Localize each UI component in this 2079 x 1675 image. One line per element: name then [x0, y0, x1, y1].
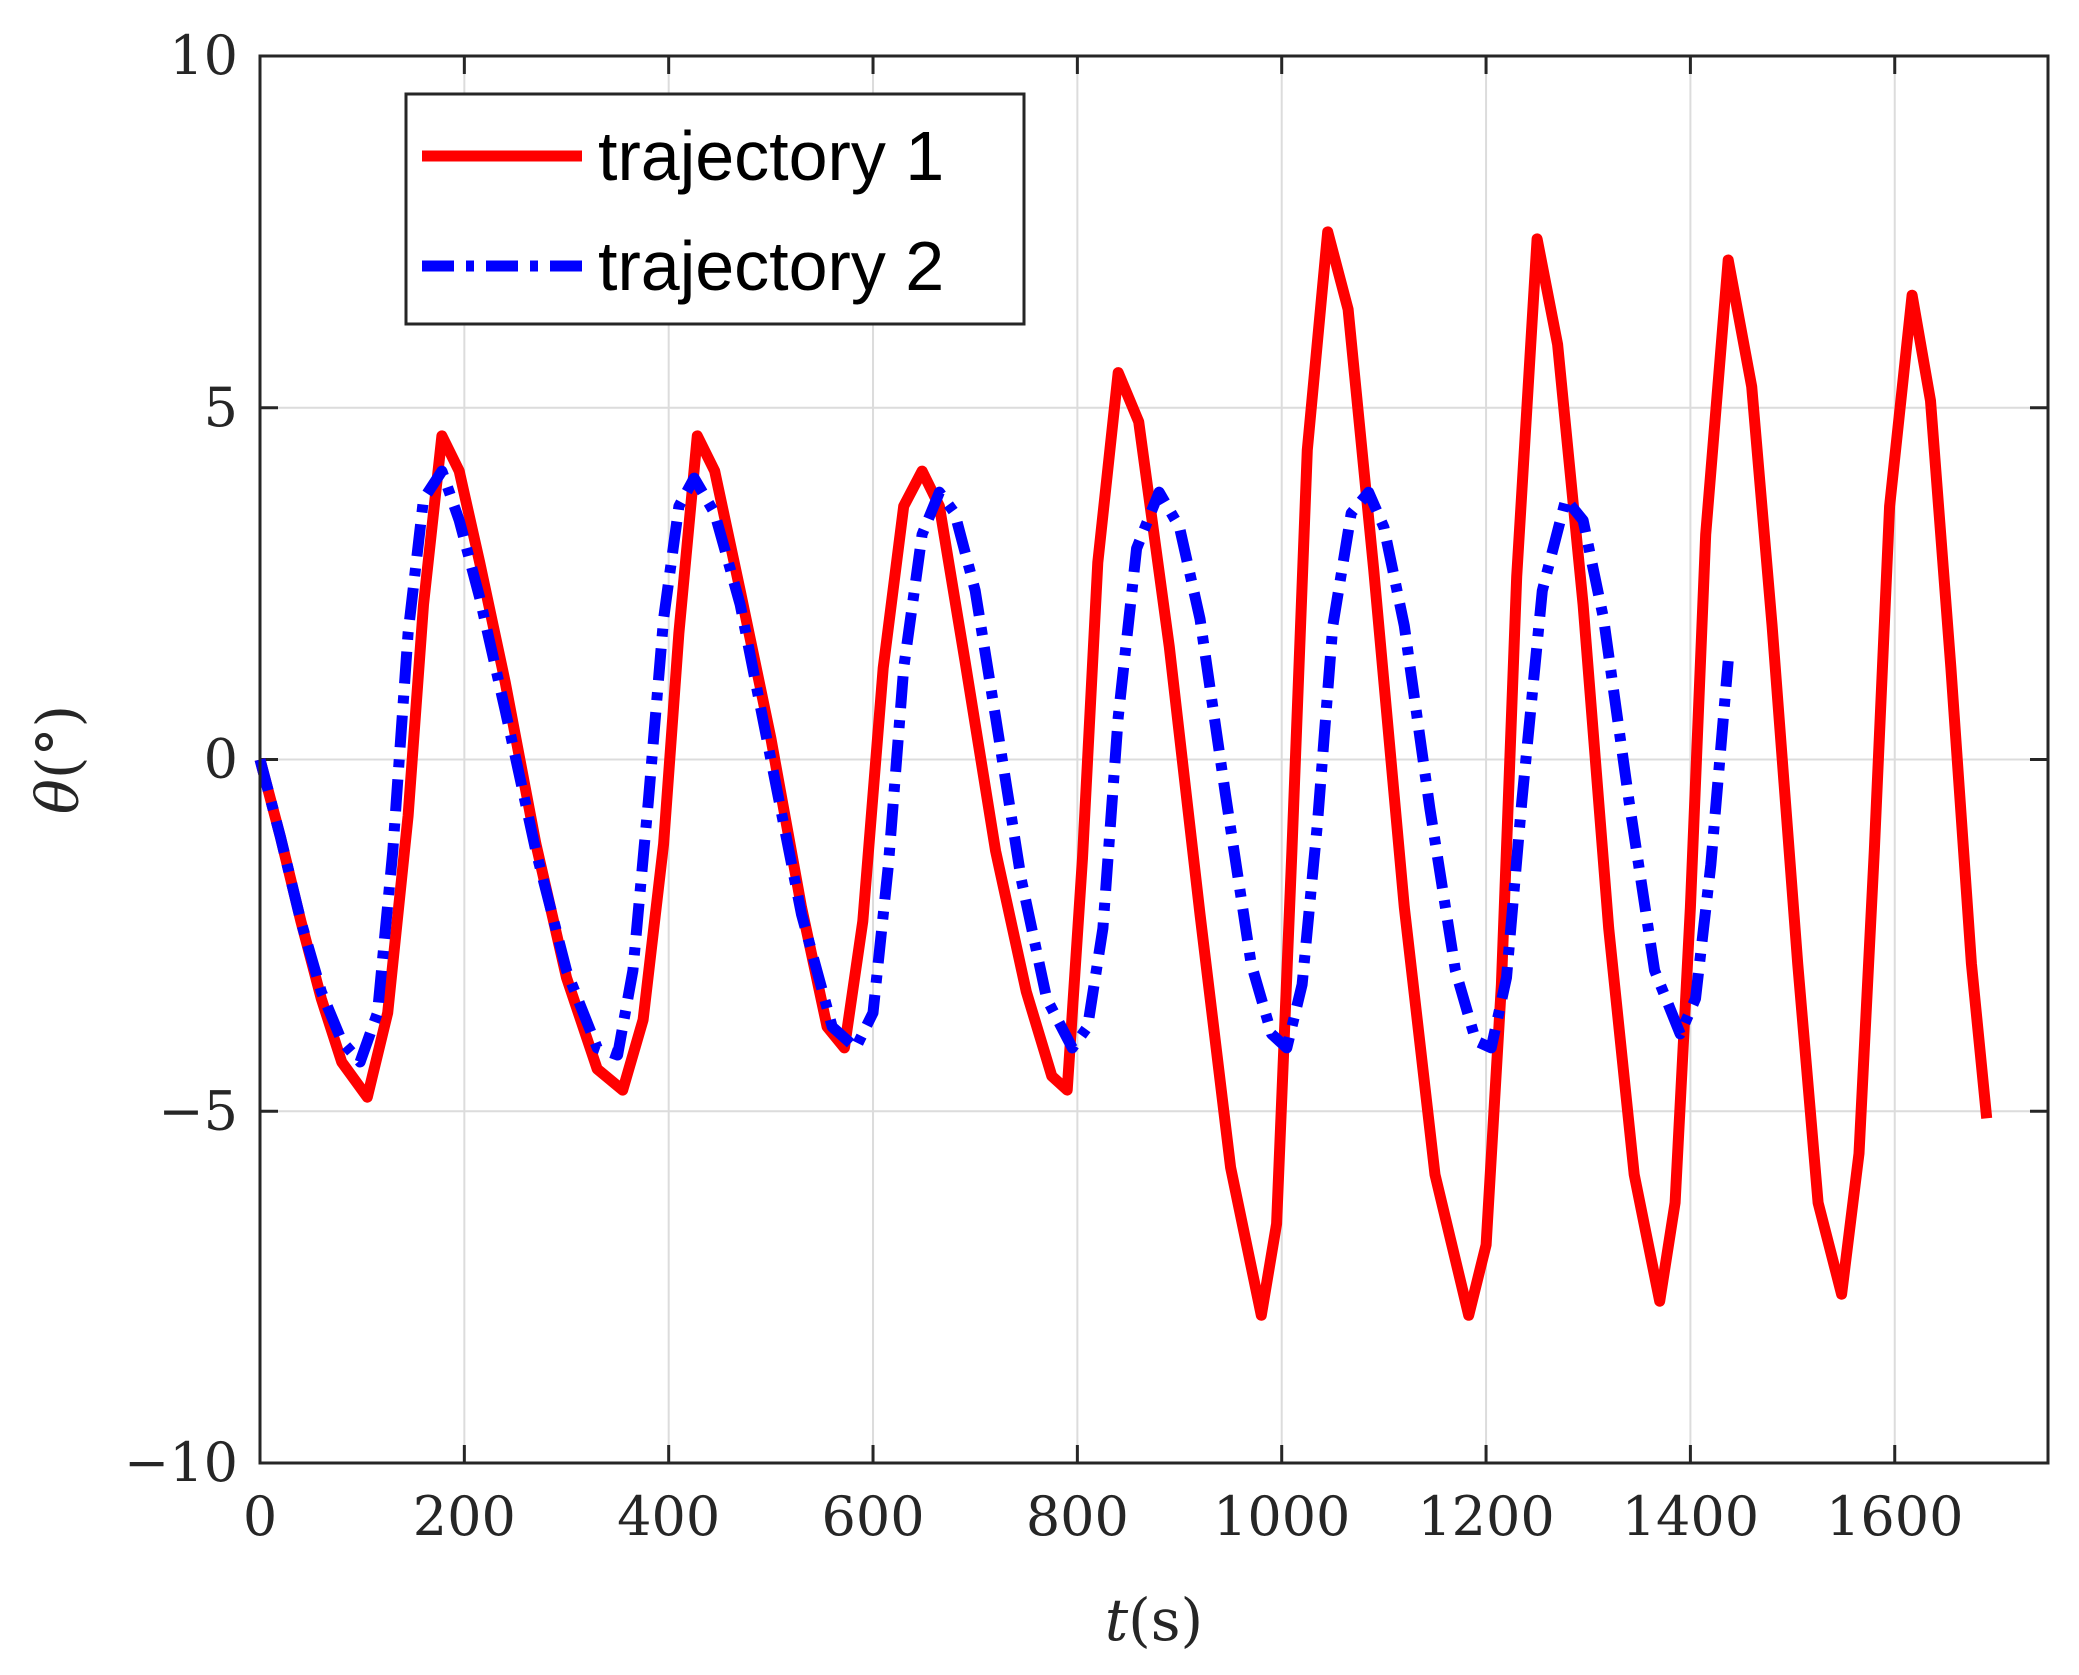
axes-frame	[258, 54, 2050, 1465]
x-axis-variable: t	[1105, 1586, 1129, 1654]
y-tick-label: 0	[204, 728, 238, 791]
x-tick-label: 1600	[1826, 1485, 1963, 1548]
x-tick-label: 400	[617, 1485, 720, 1548]
y-tick-label: 5	[204, 376, 238, 439]
x-tick-label: 600	[821, 1485, 924, 1548]
legend-box	[404, 92, 1026, 326]
y-tick-label: −5	[158, 1079, 238, 1142]
x-axis-unit: (s)	[1128, 1586, 1203, 1654]
x-tick-label: 1400	[1622, 1485, 1759, 1548]
y-axis-unit: (°)	[24, 705, 92, 779]
x-axis-label: t(s)	[1105, 1586, 1203, 1654]
y-axis-label: θ(°)	[24, 705, 92, 814]
y-tick-labels: −10 −5 0 5 10	[124, 24, 238, 1494]
x-tick-label: 800	[1026, 1485, 1129, 1548]
x-tick-labels: 0 200 400 600 800 1000 1200 1400 1600	[243, 1485, 1964, 1548]
series-line-trajectory-2	[254, 465, 1734, 1068]
legend-label-trajectory-2: trajectory 2	[598, 227, 944, 305]
x-tick-label: 1000	[1213, 1485, 1350, 1548]
x-tick-label: 200	[413, 1485, 516, 1548]
data-series	[254, 226, 1993, 1321]
x-tick-label: 0	[243, 1485, 277, 1548]
y-tick-label: −10	[124, 1431, 238, 1494]
y-axis-variable: θ	[24, 779, 92, 814]
x-tick-label: 1200	[1417, 1485, 1554, 1548]
legend-label-trajectory-1: trajectory 1	[598, 117, 944, 195]
y-tick-label: 10	[169, 24, 238, 87]
legend: trajectory 1 trajectory 2	[404, 92, 1026, 326]
